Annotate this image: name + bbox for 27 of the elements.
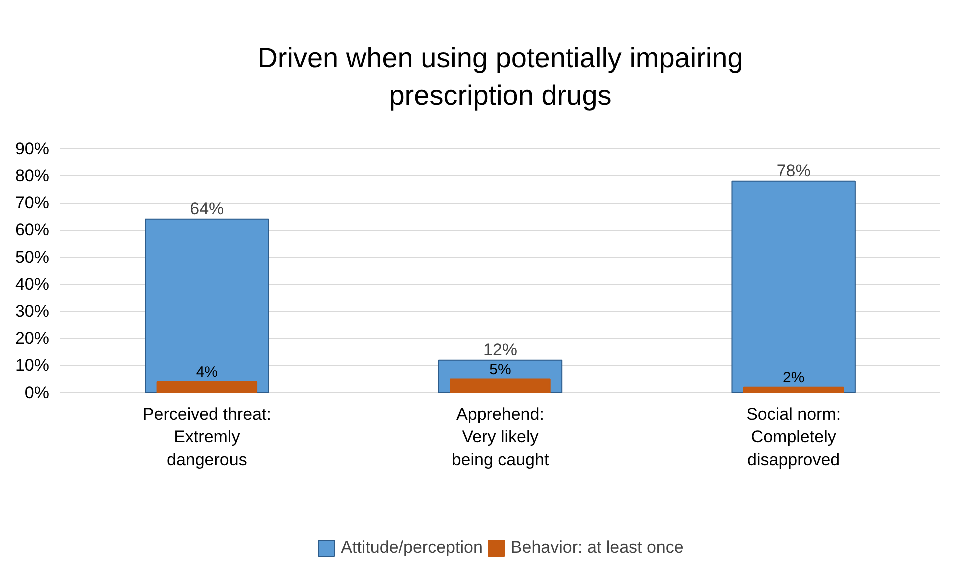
data-label: 78% [776, 161, 811, 180]
data-label: 4% [196, 364, 218, 381]
data-label: 5% [490, 361, 512, 378]
legend-label: Behavior: at least once [510, 538, 684, 558]
chart-title: Driven when using potentially impairing prescription drugs [258, 42, 744, 111]
data-label: 2% [782, 369, 805, 386]
y-tick-label: 30% [15, 302, 50, 322]
bar [145, 218, 270, 394]
y-tick-label: 90% [15, 139, 50, 158]
data-label: 12% [483, 340, 518, 360]
bar [743, 386, 844, 394]
bar [156, 382, 258, 394]
y-tick-label: 0% [24, 383, 50, 402]
bar [450, 378, 551, 394]
y-tick-label: 50% [15, 248, 50, 267]
y-tick-label: 70% [15, 194, 50, 213]
bar [732, 180, 856, 394]
y-tick-label: 20% [15, 329, 50, 348]
data-label: 64% [190, 199, 224, 218]
y-tick-label: 40% [15, 274, 50, 294]
x-tick-label: Apprehend: Very likely being caught [452, 404, 550, 470]
x-tick-label: Social norm: Completely disapproved [746, 404, 842, 470]
y-tick-label: 80% [15, 166, 50, 186]
y-tick-label: 60% [15, 220, 50, 240]
y-tick-label: 10% [15, 356, 50, 376]
legend-label: Attitude/perception [341, 538, 483, 558]
x-tick-label: Perceived threat: Extremly dangerous [142, 404, 272, 470]
